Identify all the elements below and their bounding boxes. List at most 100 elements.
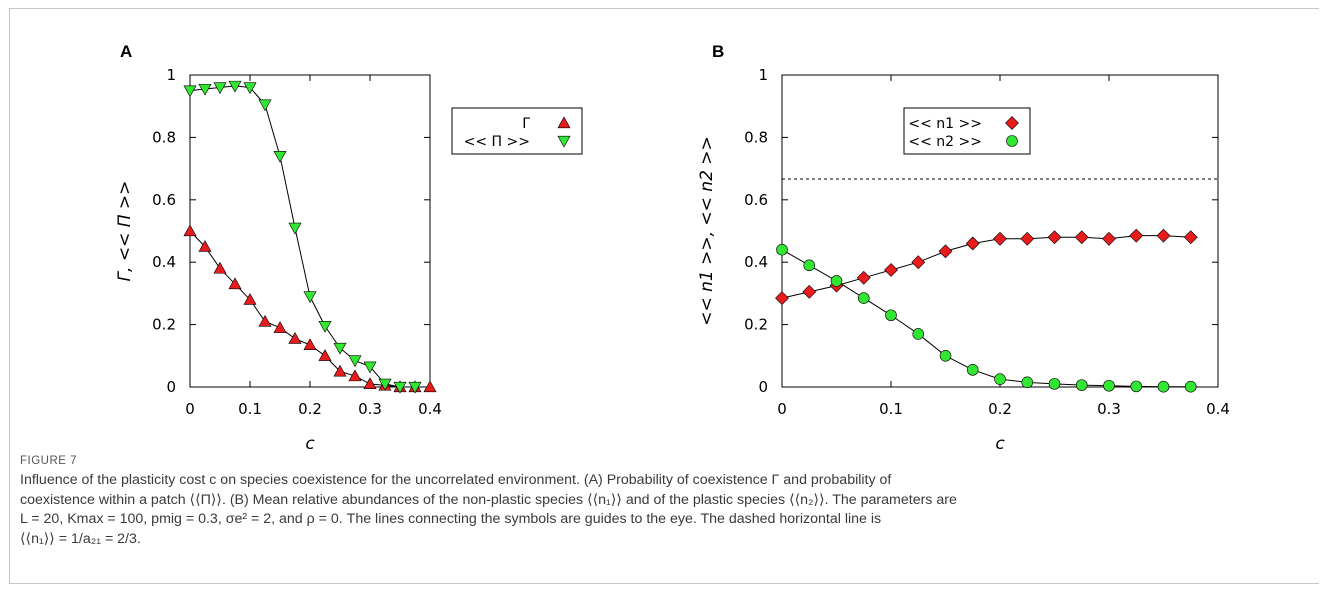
caption-line: ⟨⟨n₁⟩⟩ = 1/a₂₁ = 2/3. bbox=[20, 530, 141, 547]
x-tick-label: 0.1 bbox=[879, 400, 903, 418]
figure-charts: A 0 0.2 0.4 0.6 0.8 1 0 0.1 0.2 0.3 0.4 c Γ, << Π >> Γ… bbox=[115, 42, 1230, 450]
data-point bbox=[857, 292, 870, 304]
y-tick-label: 0 bbox=[758, 378, 768, 396]
x-tick-label: 0.1 bbox=[238, 400, 262, 418]
data-point bbox=[348, 369, 362, 382]
data-point bbox=[318, 321, 332, 333]
chart-panel-a: A 0 0.2 0.4 0.6 0.8 1 0 0.1 0.2 0.3 0.4 c Γ, << Π >> Γ… bbox=[115, 42, 583, 450]
x-tick-label: 0 bbox=[777, 400, 787, 418]
data-point bbox=[938, 244, 953, 259]
data-point bbox=[830, 275, 843, 287]
data-point bbox=[183, 85, 197, 98]
x-tick-label: 0.2 bbox=[988, 400, 1012, 418]
data-point bbox=[258, 99, 272, 112]
series-line bbox=[189, 85, 415, 388]
data-point bbox=[393, 381, 407, 394]
data-point bbox=[198, 239, 212, 252]
data-point bbox=[1074, 230, 1089, 245]
data-point bbox=[1021, 376, 1034, 389]
data-point bbox=[423, 380, 437, 393]
data-point bbox=[1075, 379, 1088, 391]
legend-label: << n1 >> bbox=[908, 116, 982, 132]
data-point bbox=[243, 293, 257, 305]
y-tick-label: 0 bbox=[166, 378, 176, 396]
y-axis-label: Γ, << Π >> bbox=[115, 181, 135, 282]
x-tick-label: 0.2 bbox=[298, 400, 322, 418]
data-point bbox=[273, 151, 287, 163]
data-point bbox=[1020, 231, 1035, 246]
y-axis-label: << n1 >>, << n2 >> bbox=[697, 136, 717, 326]
data-point bbox=[775, 291, 789, 306]
series-line bbox=[781, 235, 1191, 299]
data-point bbox=[912, 328, 925, 340]
data-point bbox=[1047, 230, 1062, 245]
y-tick-label: 0.6 bbox=[152, 191, 176, 209]
legend-marker bbox=[1005, 116, 1019, 130]
data-point bbox=[1129, 228, 1144, 243]
data-point bbox=[213, 261, 227, 274]
data-point bbox=[1184, 380, 1197, 393]
data-point bbox=[885, 309, 897, 322]
figure-caption: FIGURE 7 Influence of the plasticity cos… bbox=[20, 455, 1310, 549]
y-tick-label: 0.2 bbox=[152, 316, 176, 334]
figure-label: FIGURE 7 bbox=[20, 455, 78, 467]
data-point bbox=[965, 236, 980, 251]
y-tick-label: 0.6 bbox=[744, 191, 768, 209]
data-point bbox=[273, 321, 287, 333]
data-point bbox=[884, 263, 898, 277]
data-point bbox=[994, 373, 1006, 386]
data-point bbox=[198, 83, 212, 96]
data-point bbox=[1130, 380, 1143, 393]
legend-label: << n2 >> bbox=[908, 134, 982, 150]
data-point bbox=[408, 381, 422, 394]
y-tick-label: 0.8 bbox=[152, 128, 176, 146]
data-point bbox=[258, 314, 272, 327]
data-point bbox=[333, 342, 347, 355]
y-tick-label: 0.4 bbox=[744, 253, 768, 271]
y-tick-label: 0.4 bbox=[152, 253, 176, 271]
data-point bbox=[856, 270, 871, 285]
legend-marker bbox=[557, 116, 571, 129]
x-tick-label: 0.4 bbox=[1206, 400, 1230, 418]
x-axis-label: c bbox=[305, 434, 315, 450]
legend: << n1 >> << n2 >> bbox=[903, 107, 1031, 155]
y-tick-label: 1 bbox=[758, 66, 768, 84]
data-point bbox=[318, 349, 332, 361]
data-point bbox=[363, 377, 377, 389]
caption-line: L = 20, Kmax = 100, pmig = 0.3, σe² = 2,… bbox=[20, 511, 882, 527]
data-point bbox=[303, 338, 317, 350]
legend-box bbox=[451, 107, 583, 155]
data-point bbox=[378, 378, 392, 391]
data-point bbox=[911, 255, 926, 270]
caption-line: Influence of the plasticity cost c on sp… bbox=[20, 472, 892, 488]
chart-panel-b: B 0 0.2 0.4 0.6 0.8 1 0 0.1 0.2 0.3 0.4 c << n1 >>, <… bbox=[697, 42, 1230, 450]
data-point bbox=[333, 364, 347, 377]
data-point bbox=[1157, 380, 1170, 393]
data-point bbox=[776, 243, 788, 256]
data-point bbox=[348, 355, 362, 368]
data-point bbox=[303, 291, 317, 304]
series-line bbox=[781, 249, 1191, 388]
caption-line: coexistence within a patch ⟨⟨Π⟩⟩. (B) Me… bbox=[20, 491, 957, 508]
data-point bbox=[1102, 231, 1116, 246]
data-point bbox=[243, 82, 257, 95]
x-tick-label: 0.4 bbox=[418, 400, 442, 418]
data-point bbox=[213, 82, 227, 95]
y-tick-label: 0.2 bbox=[744, 316, 768, 334]
data-point bbox=[363, 361, 377, 374]
y-tick-label: 1 bbox=[166, 66, 176, 84]
legend-marker bbox=[1006, 135, 1018, 147]
legend-marker bbox=[557, 135, 571, 148]
legend-label: << Π >> bbox=[464, 134, 530, 150]
x-tick-label: 0.3 bbox=[358, 400, 382, 418]
data-point bbox=[966, 364, 979, 376]
data-point bbox=[1156, 228, 1171, 243]
data-point bbox=[228, 277, 242, 290]
panel-letter: A bbox=[120, 42, 132, 61]
series-line bbox=[189, 230, 430, 388]
x-tick-label: 0 bbox=[185, 400, 195, 418]
x-axis-label: c bbox=[995, 434, 1005, 450]
x-tick-label: 0.3 bbox=[1097, 400, 1121, 418]
data-point bbox=[228, 80, 242, 93]
data-point bbox=[1103, 379, 1115, 392]
